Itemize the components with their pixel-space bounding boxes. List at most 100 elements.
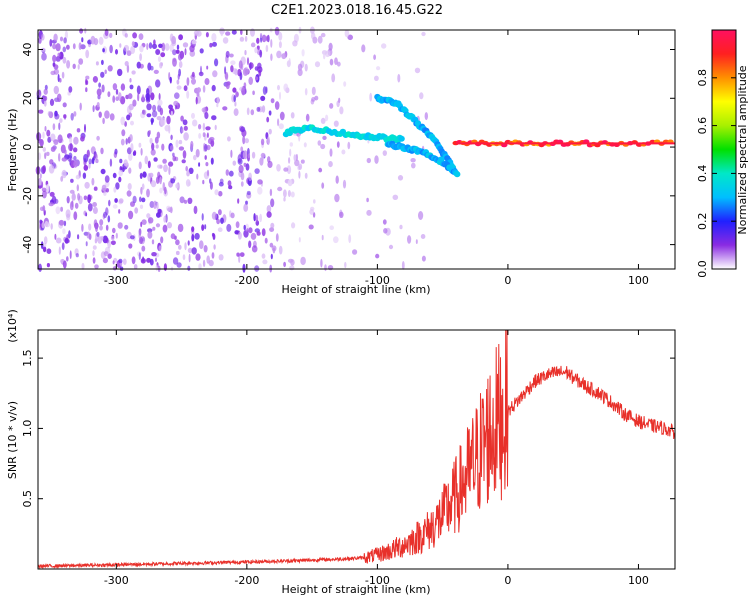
spectrogram-speckle [277,84,280,91]
y-tick-label: -40 [21,236,34,254]
spectrogram-speckle [183,132,189,141]
spectrogram-speckle [62,228,66,235]
spectrogram-speckle [81,262,85,270]
spectrogram-speckle [163,215,167,223]
spectrogram-speckle [119,158,123,164]
spectrogram-speckle [47,111,52,117]
spectrogram-speckle [137,93,140,102]
spectrogram-speckle [266,205,272,213]
snr-series [37,329,676,570]
spectrogram-speckle [324,50,331,58]
spectrogram-speckle [242,150,248,160]
spectrogram-speckle [308,224,314,230]
spectrogram-speckle [186,170,190,177]
spectrogram-speckle [174,92,180,99]
spectrogram-speckle [170,178,176,184]
spectrogram-speckle [424,112,428,121]
spectrogram-speckle [53,64,59,70]
spectrogram-speckle [269,188,273,197]
spectrogram-speckle [254,168,260,175]
spectrogram-speckle [375,253,380,259]
spectrogram-speckle [138,232,142,240]
spectrogram-speckle [283,261,286,268]
spectrogram-speckle [419,92,424,100]
spectrogram-speckle [76,128,81,133]
spectrogram-speckle [210,139,215,147]
spectrogram-speckle [188,181,191,186]
spectrogram-speckle [118,258,123,264]
spectrogram-speckle [77,234,80,240]
spectrogram-speckle [278,245,283,255]
spectrogram-speckle [325,114,329,122]
spectrogram-speckle [138,252,141,260]
spectrogram-speckle [134,207,139,214]
spectrogram-speckle [147,231,153,239]
spectrogram-speckle [260,152,266,158]
spectrogram-speckle [120,116,125,126]
spectrogram-speckle [99,219,104,226]
spectrogram-speckle [85,49,90,59]
spectrogram-speckle [46,263,51,268]
spectrogram-speckle [157,56,162,62]
spectrogram-speckle [247,153,251,159]
spectrogram-speckle [268,110,272,116]
spectrogram-speckle [130,143,134,152]
spectrogram-speckle [237,231,242,240]
spectrogram-speckle [84,123,86,133]
spectrogram-speckle [188,167,194,174]
spectrogram-speckle [193,30,199,36]
spectrogram-speckle [96,231,100,237]
spectrogram-speckle [115,88,119,95]
spectrogram-speckle [235,221,240,229]
spectrogram-speckle [227,180,232,187]
spectrogram-speckle [129,134,133,142]
spectrogram-speckle [199,240,204,250]
colorbar-tick-label: 0.4 [696,165,709,183]
spectrogram-speckle [98,36,104,46]
spectrogram-speckle [305,113,310,122]
spectrogram-panel: -300 -200 -100 0 100 40 20 0 -20 -40 Height of s… [6,26,676,296]
spectrogram-speckle [43,236,48,245]
spectrogram-speckle [175,139,179,148]
spectrogram-speckle [178,146,185,151]
spectrogram-speckle [251,151,256,159]
spectrogram-speckle [120,138,125,146]
spectrogram-speckle [269,242,274,248]
spectrogram-speckle [170,233,176,240]
spectrogram-speckle [206,65,209,70]
spectrogram-speckle [361,44,366,53]
spectrogram-speckle [132,99,137,107]
spectrogram-speckle [66,256,69,262]
spectrogram-speckle [230,212,235,219]
spectrogram-speckle [348,234,352,244]
spectrogram-speckle [289,142,293,147]
colorbar: 0.0 0.2 0.4 0.6 0.8 Normalized spectral ampl… [696,29,749,278]
spectrogram-speckle [109,44,113,54]
spectrogram-speckle [178,34,184,41]
colorbar-tick-label: 0.8 [696,69,709,87]
spectrogram-speckle [155,264,158,271]
spectrogram-speckle [374,75,379,82]
spectrogram-speckle [246,57,250,65]
spectrogram-speckle [64,237,69,244]
spectrogram-speckle [191,71,195,78]
spectrogram-speckle [270,39,273,48]
spectrogram-speckle [133,150,137,156]
spectrogram-speckle [244,138,249,144]
spectrogram-speckle [48,202,54,207]
spectrogram-speckle [95,158,99,164]
spectrogram-speckle [153,157,158,162]
spectrogram-speckle [179,196,185,204]
spectrogram-speckle [234,101,237,107]
spectrogram-speckle [112,260,115,265]
spectrogram-speckle [231,29,237,35]
spectrogram-speckle [146,43,149,50]
x-tick-label: 0 [504,574,511,587]
spectrogram-speckle [270,98,275,104]
spectrogram-speckle [259,213,262,223]
spectrogram-speckle [138,161,142,170]
spectrogram-speckle [128,103,134,111]
spectrogram-speckle [166,205,171,212]
spectrogram-speckle [142,171,147,178]
spectrogram-speckle [195,253,201,261]
